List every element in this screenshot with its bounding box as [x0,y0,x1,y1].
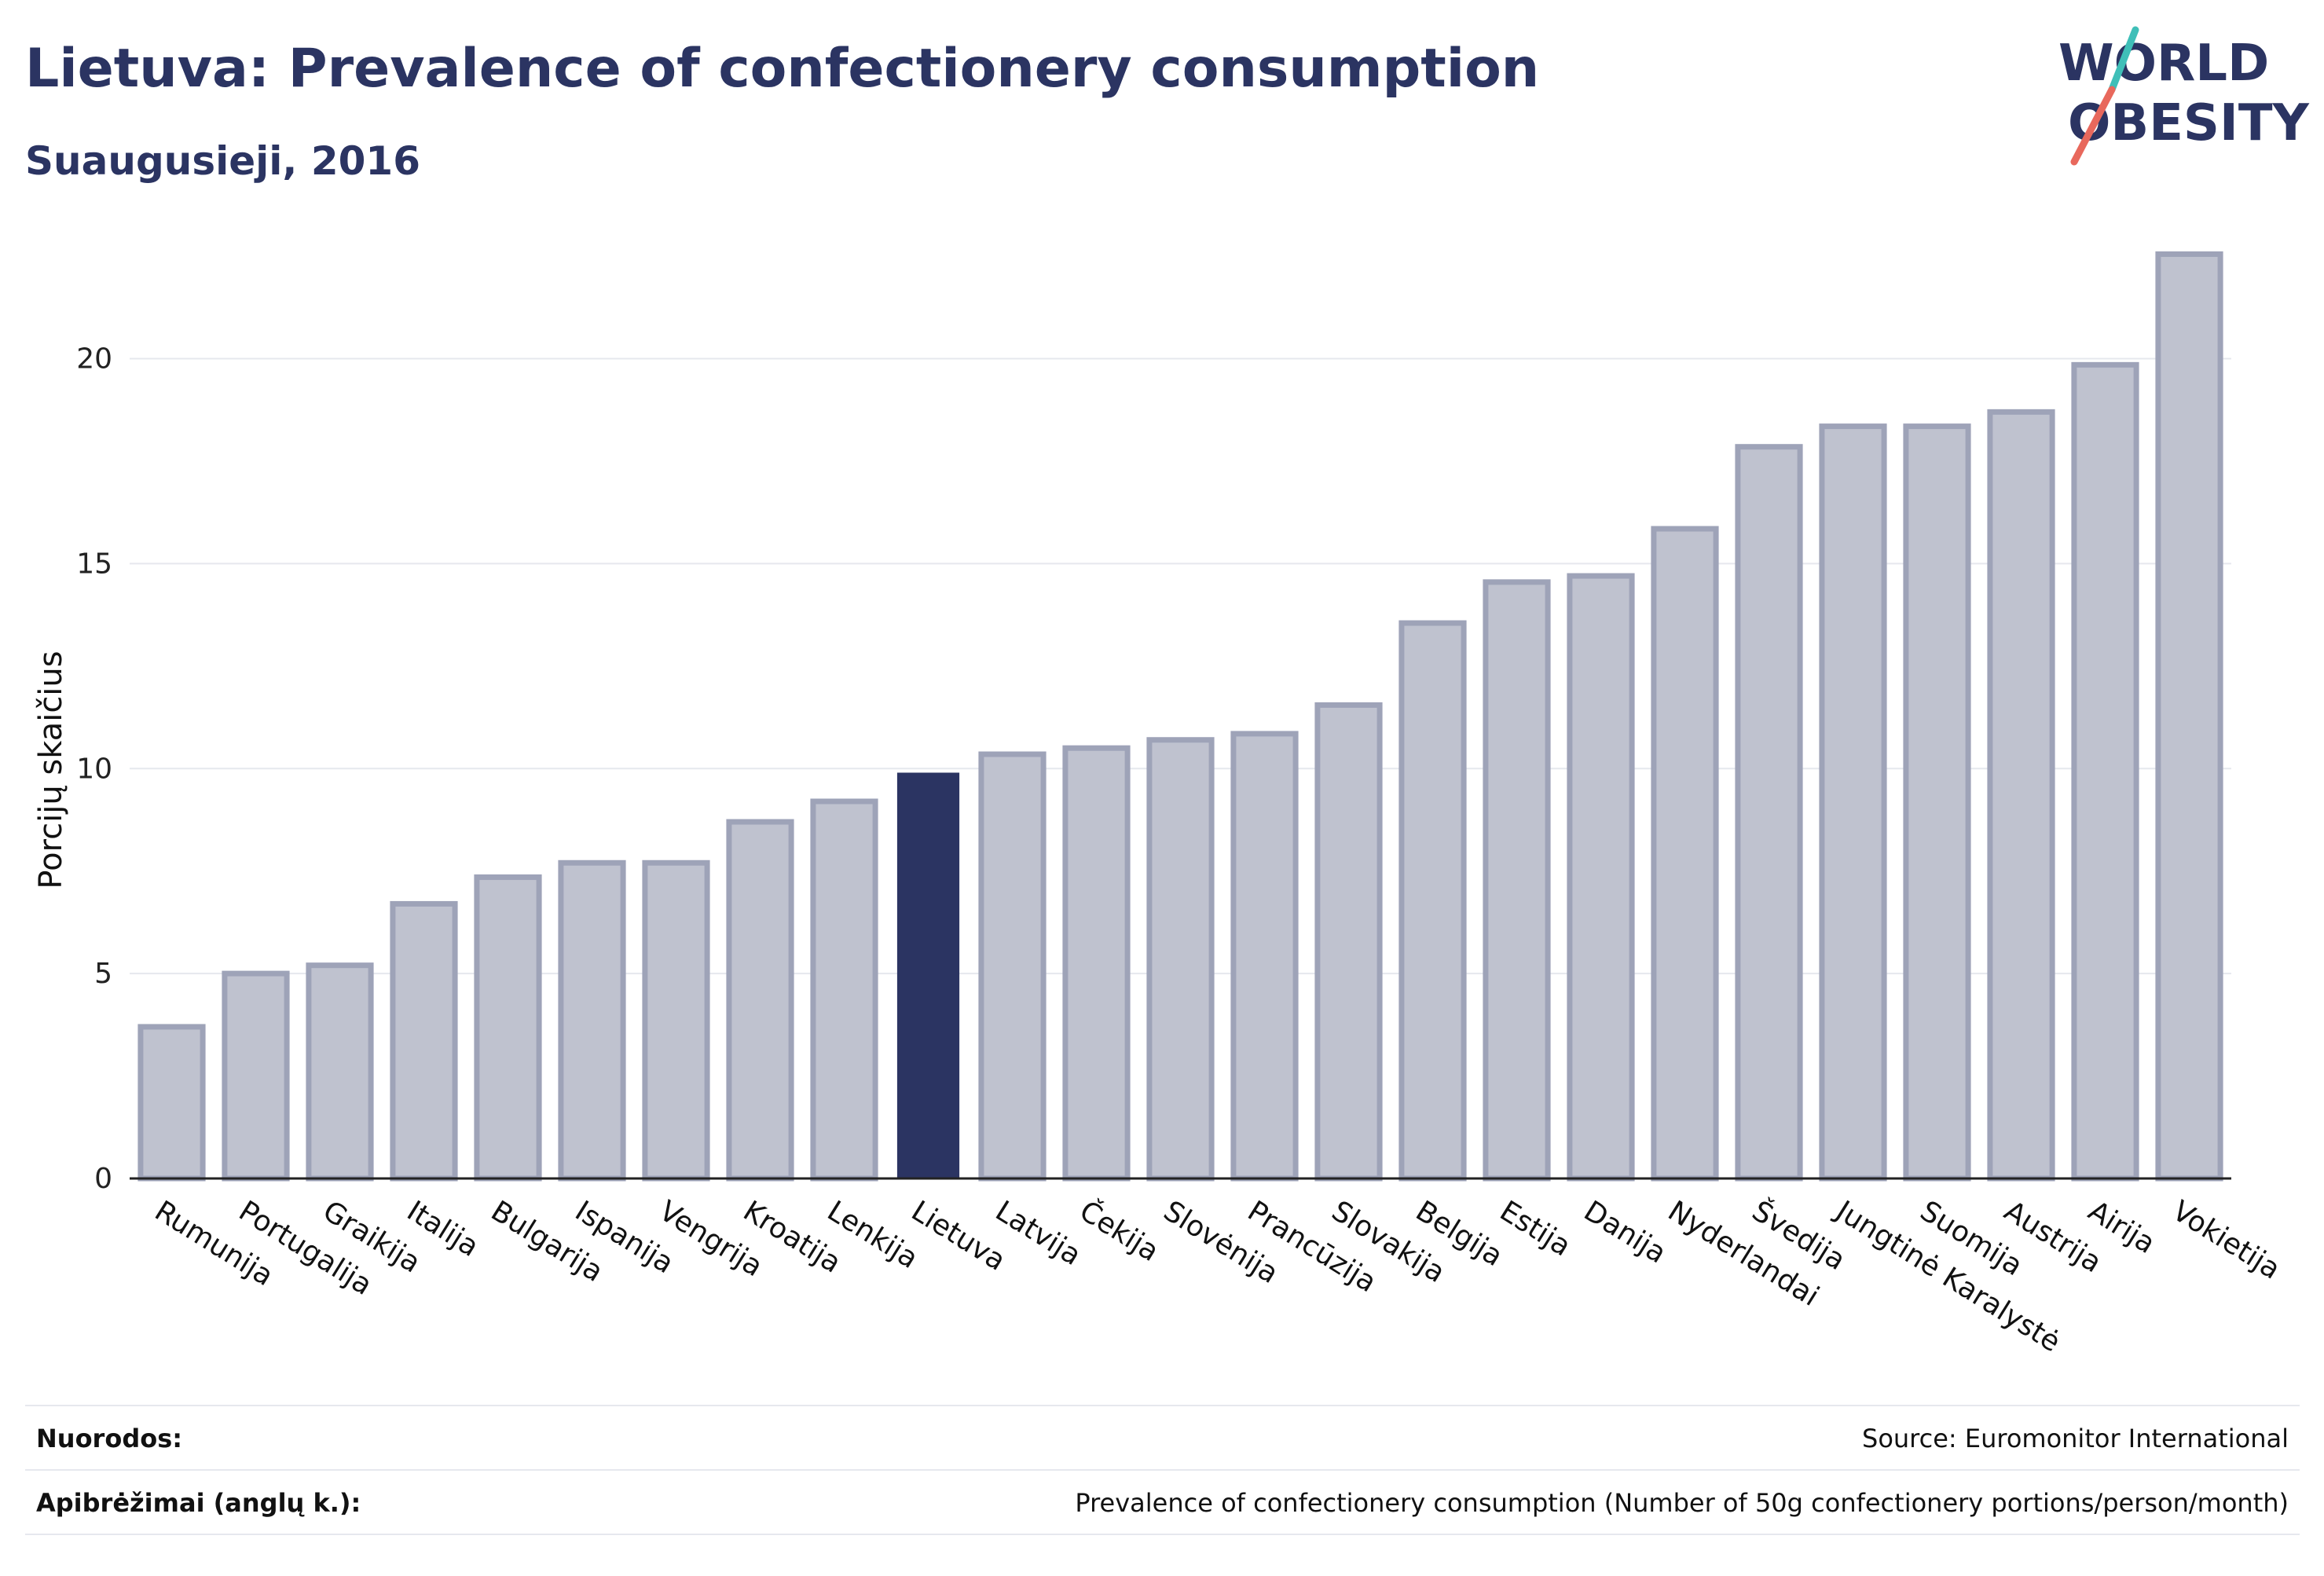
world-obesity-logo: WORLD OBESITY [2058,26,2309,166]
x-category-label: Čekija [1074,1194,1165,1268]
bar-Rumunija [137,1024,206,1182]
y-axis-title: Porcijų skaičius [33,651,69,889]
y-tick-labels: 0 5 10 15 20 [76,343,112,1195]
bar-Belgija [1398,620,1467,1182]
bar-Slovėnija [1146,737,1215,1182]
bar-Vengrija [642,859,710,1182]
bar-Lietuva [896,772,960,1178]
y-tick-label: 20 [76,343,112,376]
bar-Graikija [306,962,374,1182]
y-tick-label: 10 [76,753,112,785]
bar-Slovakija [1314,702,1383,1182]
bar-Kroatija [726,819,794,1182]
y-tick-label: 15 [76,548,112,580]
logo-coral-stroke [2070,86,2116,166]
bar-Nyderlandai [1651,526,1719,1182]
bar-Vokietija [2155,251,2223,1182]
y-tick-label: 5 [94,958,112,990]
logo-teal-stroke [2108,26,2139,93]
bar-Suomija [1903,423,1971,1182]
bar-Latvija [978,751,1047,1182]
footer-definitions-row: Apibrėžimai (anglų k.): Prevalence of co… [25,1469,2300,1535]
definitions-label: Apibrėžimai (anglų k.): [36,1488,361,1518]
bar-Estija [1483,579,1551,1182]
references-label: Nuorodos: [36,1424,183,1453]
bar-Prancūzija [1230,731,1299,1182]
bar-Ispanija [558,859,626,1182]
footer-references-row: Nuorodos: Source: Euromonitor Internatio… [25,1405,2300,1471]
bar-Airija [2071,361,2139,1182]
bar-Bulgarija [474,874,542,1182]
x-category-label: Danija [1578,1195,1672,1270]
bar-Portugalija [222,970,290,1182]
bar-Jungtinė Karalystė [1819,423,1887,1182]
page-title: Lietuva: Prevalence of confectionery con… [25,38,1540,100]
y-tick-label: 0 [94,1163,112,1195]
logo-line-1: WORLD [2058,35,2269,93]
x-category-label: Vokietija [2167,1195,2286,1286]
bar-chart: 0 5 10 15 20 RumunijaPortugalijaGraikijaItal… [33,251,2286,1359]
bar-Austrija [1987,409,2055,1182]
bar-Lenkija [810,798,878,1182]
bar-Danija [1567,573,1635,1182]
x-category-label: Estija [1494,1195,1577,1263]
bar-Čekija [1062,745,1131,1182]
page-subtitle: Suaugusieji, 2016 [25,138,420,184]
definitions-value: Prevalence of confectionery consumption … [1075,1488,2289,1518]
footer-divider [25,1534,2300,1535]
bar-Švedija [1735,444,1803,1182]
x-category-label: Lietuva [906,1195,1011,1277]
bar-Italija [390,900,458,1182]
references-value: Source: Euromonitor International [1862,1424,2289,1453]
bars [137,251,2223,1182]
